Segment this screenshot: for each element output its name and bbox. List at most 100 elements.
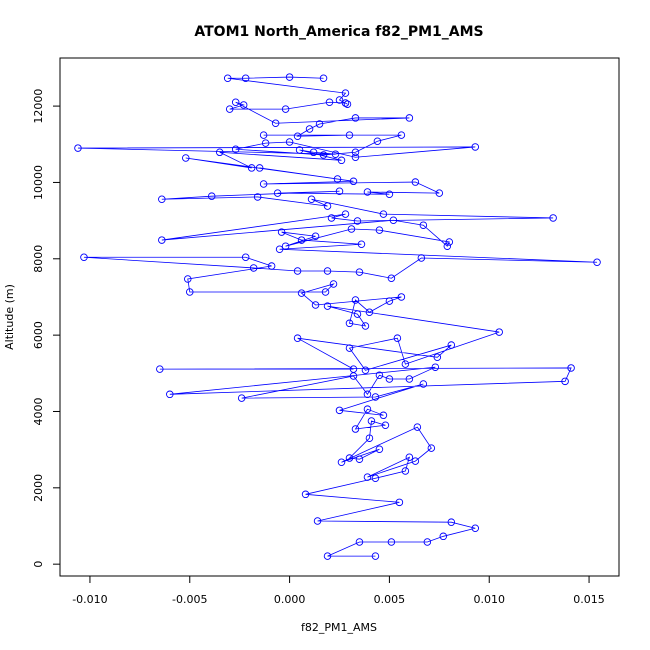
chart-title: ATOM1 North_America f82_PM1_AMS [194,24,483,40]
data-point [401,467,410,475]
data-point [337,458,346,466]
data-point [363,390,372,399]
data-point [241,253,250,262]
data-point [347,225,356,233]
data-point [281,105,290,113]
data-point [271,119,280,128]
data-point [567,364,575,372]
data-point [419,221,428,229]
data-point [285,138,294,146]
data-point [293,334,302,342]
data-point [323,302,332,310]
data-point [275,245,284,253]
data-point [325,98,334,107]
data-point [323,267,332,275]
data-point [411,178,420,186]
data-point [379,210,388,218]
data-point [156,365,164,373]
data-point [351,114,360,122]
data-point [365,434,374,442]
data-point [343,100,352,108]
data-point [385,190,394,199]
data-point [297,289,306,297]
data-point [305,125,314,133]
data-point [351,296,360,304]
x-tick-label: -0.010 [72,593,107,606]
x-tick-label: -0.005 [172,593,207,606]
data-point [387,274,396,283]
x-tick-label: 0.010 [473,593,505,606]
data-point [363,405,372,413]
data-point [405,375,414,383]
data-point [335,406,344,415]
data-point [311,232,320,241]
data-point [295,146,304,154]
data-point [371,552,380,560]
data-point [313,517,322,525]
data-point [267,262,276,270]
data-point [247,164,256,172]
data-point [427,444,436,452]
data-point [443,242,452,250]
data-point [184,275,192,283]
y-tick-label: 0 [32,561,45,568]
data-point [471,143,480,151]
data-point [182,154,190,162]
data-point [397,293,406,301]
data-point [345,344,354,352]
data-point [259,180,268,188]
y-tick-label: 6000 [32,321,45,349]
data-point [397,131,406,139]
data-point [158,236,166,244]
data-point [327,214,336,222]
data-point [293,267,302,275]
data-point [351,425,360,433]
data-point [255,164,264,172]
data-point [401,360,410,368]
y-tick-label: 8000 [32,245,45,273]
x-tick-label: 0.005 [374,593,406,606]
data-point [311,301,320,309]
data-point [166,390,174,399]
x-axis-label: f82_PM1_AMS [301,621,377,634]
data-point [207,192,216,200]
data-point [393,334,402,342]
data-point [241,74,250,82]
data-point [371,474,380,483]
data-point [357,240,366,249]
x-tick-label: 0.015 [573,593,605,606]
data-point [309,148,318,157]
data-point [375,226,384,234]
y-tick-label: 2000 [32,474,45,502]
data-point [417,254,426,262]
data-point [341,99,350,107]
data-point [355,538,364,546]
data-point [239,101,248,109]
data-point [301,490,310,499]
data-point [471,524,480,533]
data-point [231,145,240,153]
data-point [345,131,354,139]
data-point [385,297,394,305]
data-point [447,341,456,349]
data-point [367,417,376,425]
data-point [331,150,340,158]
data-point [215,148,224,157]
data-point [349,365,358,373]
data-point [261,139,270,147]
data-point [363,473,372,481]
data-point [323,202,332,210]
data-point [349,177,358,186]
data-point [379,411,388,420]
data-point [355,455,364,463]
data-point [223,74,232,82]
data-point [395,498,404,507]
data-point [345,319,354,328]
data-point [375,445,384,454]
data-point [365,308,374,316]
data-point [385,375,394,383]
data-point [355,268,364,276]
data-point [423,538,432,546]
data-point [281,242,290,250]
data-point [80,253,88,262]
